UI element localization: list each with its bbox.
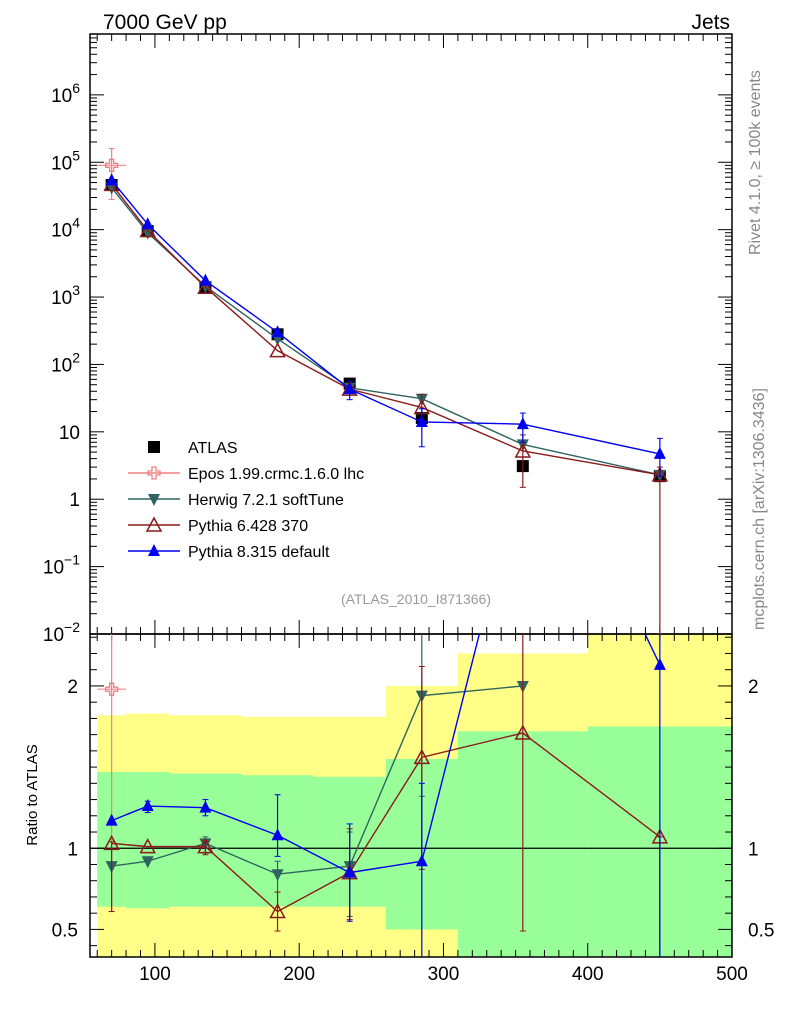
ratio-point-herwig [271, 869, 284, 882]
mcplots-label: mcplots.cern.ch [arXiv:1306.3436] [751, 388, 768, 630]
main-point-pythia6 [269, 342, 286, 358]
legend-marker [145, 516, 163, 532]
ratio-point-pythia6 [103, 834, 120, 851]
ratio-point-herwig [141, 856, 154, 869]
main-line-pythia6 [111, 183, 660, 476]
ratio-point-pythia8 [199, 800, 212, 813]
ratio-point-pythia8 [653, 657, 666, 670]
y-tick-label: 10−2 [43, 619, 80, 646]
ratio-point-pythia6 [139, 838, 156, 854]
ratio-y-tick-label-left: 0.5 [52, 920, 78, 941]
main-point-pythia6 [139, 221, 156, 238]
legend-entry-label: Herwig 7.2.1 softTune [188, 492, 344, 509]
x-tick-label: 500 [716, 964, 748, 985]
x-tick-label: 200 [283, 964, 315, 985]
legend-marker [147, 466, 161, 480]
main-point-pythia8 [415, 414, 428, 427]
ratio-point-pythia8 [141, 799, 154, 812]
x-tick-label: 100 [139, 964, 171, 985]
main-plot-frame [89, 33, 733, 635]
ratio-point-pythia6 [514, 724, 532, 740]
main-point-pythia8 [271, 325, 284, 338]
y-tick-label: 106 [51, 80, 80, 107]
header-energy-label: 7000 GeV pp [103, 11, 227, 34]
ratio-y-tick-label-right: 2 [748, 677, 759, 698]
ratio-axis-label: Ratio to ATLAS [24, 744, 41, 845]
analysis-id-label: (ATLAS_2010_I871366) [341, 591, 491, 607]
main-point-herwig [105, 182, 118, 195]
main-point-pythia6 [514, 442, 532, 458]
main-point-herwig [141, 227, 154, 240]
y-tick-label: 102 [51, 349, 80, 376]
ratio-y-tick-label-right: 0.5 [748, 920, 774, 941]
ratio-y-tick-label-left: 1 [67, 839, 78, 860]
ratio-point-pythia6 [269, 902, 286, 919]
main-point-epos [104, 158, 119, 172]
main-line-herwig [111, 187, 661, 476]
y-tick-label: 1 [69, 490, 80, 511]
ratio-point-pythia8 [105, 813, 118, 826]
rivet-version-label: Rivet 4.1.0, ≥ 100k events [747, 70, 764, 255]
header-jets-label: Jets [691, 11, 730, 34]
ratio-point-pythia6 [413, 748, 431, 765]
ratio-line-pythia6 [111, 732, 661, 913]
legend-entry-label: ATLAS [188, 440, 238, 457]
main-series [97, 147, 669, 634]
main-point-pythia6 [197, 278, 214, 294]
y-tick-label: 103 [51, 282, 80, 309]
main-point-pythia8 [343, 382, 356, 395]
main-point-pythia8 [141, 217, 154, 230]
axes-ticks: 100 200 300 400 50010−210−111010210310410510… [43, 33, 774, 985]
y-tick-label: 10 [59, 423, 80, 444]
ratio-y-tick-label-right: 1 [748, 839, 759, 860]
main-point-pythia8 [199, 273, 212, 286]
ratio-point-pythia8 [343, 865, 356, 878]
x-tick-label: 300 [428, 964, 460, 985]
ratio-series [97, 598, 669, 957]
ratio-plot-frame [89, 633, 733, 958]
legend: ATLAS Epos 1.99.crmc.1.6.0 lhc Herwig 7.2.… [128, 440, 364, 561]
legend-entry-label: Pythia 6.428 370 [188, 518, 308, 535]
main-point-pythia8 [105, 173, 118, 186]
ratio-point-epos [104, 682, 119, 696]
legend-marker [148, 441, 160, 453]
main-point-pythia8 [516, 417, 529, 430]
y-tick-label: 10−1 [43, 552, 80, 579]
ratio-point-pythia8 [415, 854, 428, 867]
legend-entry-label: Epos 1.99.crmc.1.6.0 lhc [188, 466, 364, 483]
ratio-point-pythia8 [625, 598, 637, 610]
y-tick-label: 105 [51, 147, 80, 174]
legend-marker [148, 494, 160, 506]
x-tick-label: 400 [572, 964, 604, 985]
main-point-pythia8 [653, 446, 666, 459]
legend-marker [148, 544, 160, 556]
ratio-point-pythia8 [271, 828, 284, 841]
y-tick-label: 104 [51, 215, 80, 242]
main-point-pythia6 [651, 466, 669, 482]
main-line-pythia8 [111, 179, 661, 455]
ratio-y-tick-label-left: 2 [67, 677, 78, 698]
legend-entry-label: Pythia 8.315 default [188, 544, 330, 561]
ratio-point-pythia6 [197, 838, 214, 854]
